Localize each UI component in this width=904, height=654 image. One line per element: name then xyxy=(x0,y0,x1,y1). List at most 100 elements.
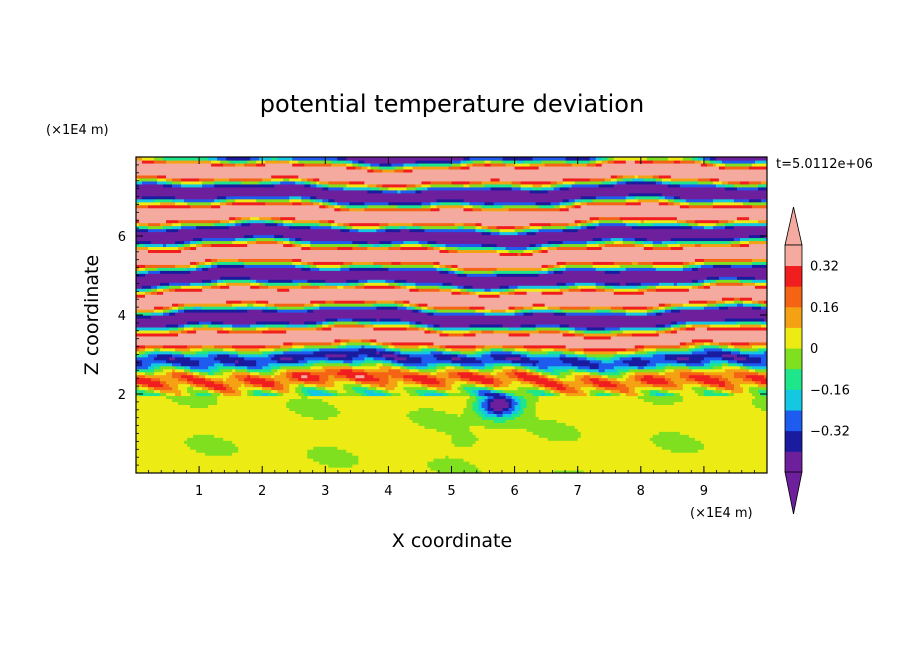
field-cell xyxy=(655,323,666,328)
field-cell xyxy=(604,240,615,245)
field-cell xyxy=(178,303,185,307)
field-cell xyxy=(418,326,426,331)
field-cell xyxy=(520,398,528,403)
field-cell xyxy=(574,198,582,203)
field-cell xyxy=(403,162,420,167)
field-cell xyxy=(175,264,191,268)
field-cell xyxy=(196,350,209,355)
field-cell xyxy=(493,386,519,391)
field-cell xyxy=(511,180,522,185)
field-cell xyxy=(670,303,684,307)
field-cell xyxy=(487,225,498,230)
field-cell xyxy=(205,261,212,265)
field-cell xyxy=(724,386,735,391)
field-cell xyxy=(520,186,534,191)
field-cell xyxy=(361,380,389,385)
field-cell xyxy=(184,368,191,373)
field-cell xyxy=(463,270,495,274)
field-cell xyxy=(760,198,767,203)
field-cell xyxy=(610,237,624,242)
field-cell xyxy=(283,177,290,182)
field-cell xyxy=(658,201,669,206)
field-cell xyxy=(517,368,528,373)
field-cell xyxy=(310,392,332,397)
field-cell xyxy=(343,261,353,265)
field-cell xyxy=(541,246,549,251)
field-cell xyxy=(292,258,302,262)
field-cell xyxy=(580,377,591,382)
field-cell xyxy=(346,344,362,349)
field-cell xyxy=(262,383,275,388)
field-cell xyxy=(289,320,305,325)
field-cell xyxy=(730,264,753,268)
field-cell xyxy=(145,371,155,376)
field-cell xyxy=(337,446,663,450)
field-cell xyxy=(190,270,441,274)
field-cell xyxy=(292,201,302,206)
field-cell xyxy=(307,455,359,459)
field-cell xyxy=(223,371,233,376)
field-cell xyxy=(739,297,753,301)
field-cell xyxy=(520,252,534,256)
field-cell xyxy=(322,186,329,191)
field-cell xyxy=(493,365,504,370)
field-cell xyxy=(136,294,146,298)
field-cell xyxy=(355,380,362,385)
field-cell xyxy=(202,180,215,185)
field-cell xyxy=(223,162,236,167)
field-cell xyxy=(493,270,540,274)
field-cell xyxy=(172,309,179,313)
field-cell xyxy=(289,377,299,382)
field-cell xyxy=(175,392,182,397)
field-cell xyxy=(538,228,564,233)
field-cell xyxy=(589,389,606,394)
field-cell xyxy=(301,347,320,352)
field-cell xyxy=(481,222,531,227)
field-cell xyxy=(451,350,462,355)
field-cell xyxy=(367,386,377,391)
field-cell xyxy=(256,198,290,203)
field-cell xyxy=(547,306,561,310)
field-cell xyxy=(136,222,140,227)
field-cell xyxy=(604,285,615,289)
field-cell xyxy=(166,395,218,400)
field-cell xyxy=(322,320,329,325)
field-cell xyxy=(532,312,555,316)
field-cell xyxy=(271,365,281,370)
field-cell xyxy=(478,368,495,373)
field-cell xyxy=(136,332,179,337)
field-cell xyxy=(586,225,597,230)
field-cell xyxy=(211,261,218,265)
field-cell xyxy=(535,407,762,411)
field-cell xyxy=(229,374,236,379)
field-cell xyxy=(541,225,567,230)
field-cell xyxy=(610,177,618,182)
field-cell xyxy=(526,389,546,394)
field-cell xyxy=(469,326,510,331)
field-cell xyxy=(679,198,687,203)
field-cell xyxy=(670,180,699,185)
field-cell xyxy=(376,350,380,355)
field-cell xyxy=(235,368,248,373)
field-cell xyxy=(157,177,167,182)
field-cell xyxy=(337,392,362,397)
field-cell xyxy=(154,309,164,313)
field-cell xyxy=(316,195,582,200)
field-cell xyxy=(664,374,681,379)
field-cell xyxy=(493,246,507,251)
field-cell xyxy=(295,243,302,248)
field-cell xyxy=(199,264,206,268)
field-cell xyxy=(289,288,411,292)
field-cell xyxy=(562,198,570,203)
field-cell xyxy=(307,279,326,283)
field-cell xyxy=(553,392,561,397)
field-cell xyxy=(331,225,341,230)
field-cell xyxy=(208,371,215,376)
field-cell xyxy=(190,392,197,397)
field-cell xyxy=(625,222,639,227)
field-cell xyxy=(418,407,435,411)
field-cell xyxy=(403,300,411,304)
field-cell xyxy=(400,225,408,230)
field-cell xyxy=(136,186,323,191)
field-cell xyxy=(658,389,669,394)
